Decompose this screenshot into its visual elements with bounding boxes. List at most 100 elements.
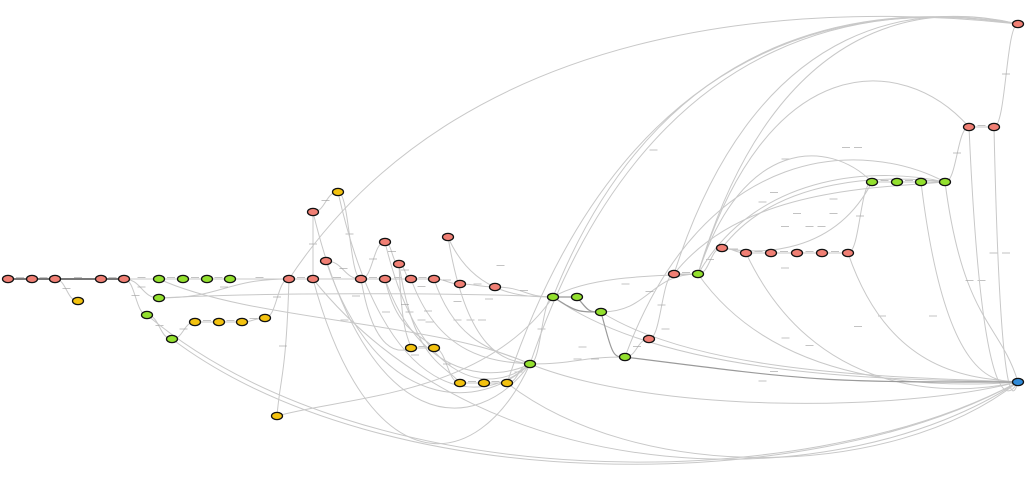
node-red-r14[interactable] [404,274,418,284]
node-green-g16[interactable] [914,177,928,187]
node-red-r25[interactable] [815,248,829,258]
node-red-r3[interactable] [48,274,62,284]
node-green-g12[interactable] [618,352,632,362]
node-green-g3[interactable] [200,274,214,284]
edge-g5-g9 [158,293,554,299]
node-red-r19[interactable] [642,334,656,344]
node-yellow-y1[interactable] [71,296,85,306]
edge-g13-g14 [697,155,873,275]
node-red-r22[interactable] [739,248,753,258]
edge-g9-b1 [552,296,1019,383]
edge-layer [8,15,1019,465]
edge-g17-r27 [944,126,970,183]
node-red-r21[interactable] [715,243,729,253]
node-red-r18[interactable] [488,282,502,292]
edge-g13-g17 [697,175,946,275]
node-yellow-y7[interactable] [331,187,345,197]
edge-r15-g8 [433,278,531,365]
edge-r10-r11 [360,241,386,280]
node-yellow-y12[interactable] [500,378,514,388]
edge-g11-g13 [600,273,699,313]
node-yellow-y11[interactable] [477,378,491,388]
node-red-r1[interactable] [1,274,15,284]
edge-r7-b1 [312,278,1019,460]
edge-r27-b1 [968,126,1019,392]
edge-r28-b1 [993,126,1019,392]
node-yellow-y4[interactable] [235,317,249,327]
node-green-g11[interactable] [594,307,608,317]
node-yellow-y2[interactable] [188,317,202,327]
node-green-g4[interactable] [223,274,237,284]
node-yellow-y8[interactable] [404,343,418,353]
node-green-g15[interactable] [890,177,904,187]
node-green-g9[interactable] [546,292,560,302]
node-yellow-y3[interactable] [212,317,226,327]
node-yellow-y6[interactable] [270,411,284,421]
node-red-r7[interactable] [306,274,320,284]
edge-g13-b1 [697,273,1019,385]
node-yellow-y9[interactable] [427,343,441,353]
node-green-g14[interactable] [865,177,879,187]
node-red-r28[interactable] [987,122,1001,132]
edge-r12-g8 [384,278,531,374]
node-green-g17[interactable] [938,177,952,187]
node-green-g10[interactable] [570,292,584,302]
node-yellow-y10[interactable] [453,378,467,388]
node-green-g5[interactable] [152,293,166,303]
edge-r22-b1 [745,252,1019,390]
node-red-r11[interactable] [378,237,392,247]
edge-r6-r29 [288,15,1019,280]
node-green-g1[interactable] [152,274,166,284]
edge-r20-g17 [673,181,946,275]
edge-g8-b1 [529,363,1019,404]
edge-g8-g12 [529,356,626,365]
node-red-r15[interactable] [427,274,441,284]
node-yellow-y5[interactable] [258,313,272,323]
edge-r7-g8 [312,278,531,444]
edge-r14-g8 [410,278,531,365]
node-red-r20[interactable] [667,269,681,279]
node-red-r27[interactable] [962,122,976,132]
node-blue-b1[interactable] [1011,377,1025,387]
node-red-r29[interactable] [1011,19,1025,29]
node-red-r4[interactable] [94,274,108,284]
edge-g9-g13 [552,273,699,298]
edge-r6-y6 [276,278,290,417]
node-red-r10[interactable] [354,274,368,284]
node-green-g8[interactable] [523,359,537,369]
node-red-r13[interactable] [392,259,406,269]
edge-r20-r29 [673,15,1019,275]
edge-g12-b1 [624,356,1019,383]
edge-y12-r29 [506,16,1019,384]
edge-g16-b1 [920,181,1019,383]
edge-r28-r29 [993,23,1019,128]
edge-g13-r27 [697,80,970,275]
node-red-r24[interactable] [790,248,804,258]
edge-y12-b1 [506,381,1019,458]
edge-g9-r29 [552,16,1019,298]
node-red-r9[interactable] [319,256,333,266]
node-red-r16[interactable] [441,232,455,242]
edge-g7-b1 [171,338,1019,465]
node-red-r5[interactable] [117,274,131,284]
node-red-r8[interactable] [306,207,320,217]
node-green-g13[interactable] [691,269,705,279]
node-green-g6[interactable] [140,310,154,320]
node-green-g2[interactable] [176,274,190,284]
edge-g1-g8 [158,278,531,365]
node-green-g7[interactable] [165,334,179,344]
node-red-r23[interactable] [764,248,778,258]
node-red-r26[interactable] [841,248,855,258]
edge-r5-g6 [123,278,148,316]
edge-r16-g9 [447,236,554,298]
edge-y6-g9 [276,296,554,417]
edge-g12-g17 [624,159,946,358]
node-red-r17[interactable] [453,279,467,289]
node-red-r12[interactable] [378,274,392,284]
edge-r26-g14 [847,181,873,254]
node-red-r6[interactable] [282,274,296,284]
edge-g17-b1 [944,181,1019,383]
node-red-r2[interactable] [25,274,39,284]
